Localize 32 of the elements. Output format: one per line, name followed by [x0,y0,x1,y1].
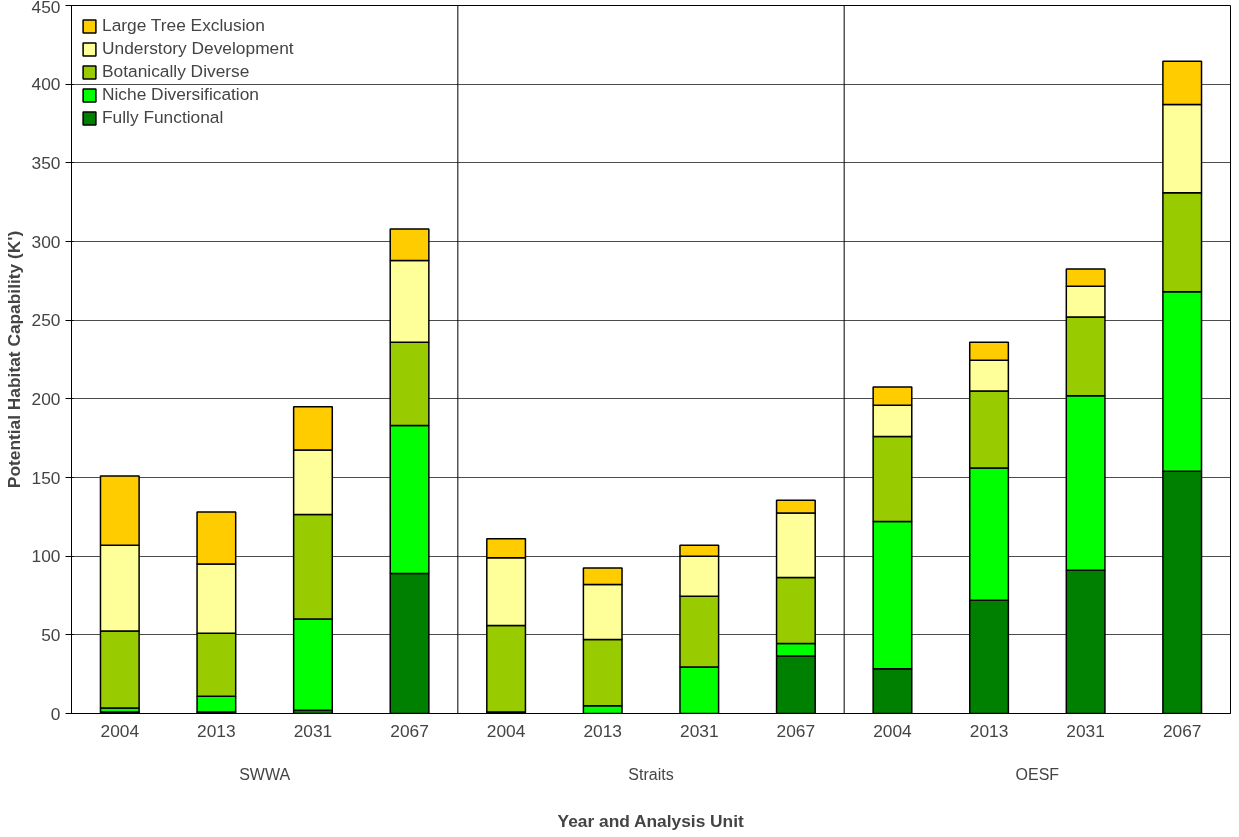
y-tick-label: 50 [41,624,61,645]
x-tick-label: 2004 [873,720,913,741]
x-tick-label: 2031 [680,720,719,741]
y-tick-label: 300 [31,231,61,252]
x-tick-label: 2004 [100,720,140,741]
y-tick-label: 450 [31,0,61,17]
x-axis-title: Year and Analysis Unit [557,810,744,831]
legend-label: Large Tree Exclusion [102,15,265,36]
x-tick-label: 2013 [969,720,1009,741]
y-tick-label: 400 [31,74,61,95]
legend-label: Fully Functional [102,107,224,128]
y-tick-label: 0 [50,703,61,724]
legend-label: Understory Development [102,38,294,59]
y-tick-label: 150 [31,467,61,488]
text: SWWA [239,765,291,783]
x-tick-label: 2031 [293,720,333,741]
y-tick-label: 350 [31,152,61,173]
x-tick-label: 2067 [390,720,429,741]
legend-label: Niche Diversification [102,84,259,105]
x-tick-label: 2067 [776,720,816,741]
y-axis-title: Potential Habitat Capability (K') [3,230,24,489]
x-tick-label: 2067 [1162,720,1202,741]
y-tick-label: 100 [31,546,61,567]
x-tick-label: 2013 [197,720,236,741]
y-tick-label: 250 [31,310,61,331]
y-tick-label: 200 [31,388,61,409]
x-tick-label: 2031 [1066,720,1105,741]
x-tick-label: 2013 [583,720,622,741]
text: OESF [1015,765,1060,783]
text: Straits [628,765,674,783]
legend-label: Botanically Diverse [102,61,250,82]
x-tick-label: 2004 [486,720,526,741]
